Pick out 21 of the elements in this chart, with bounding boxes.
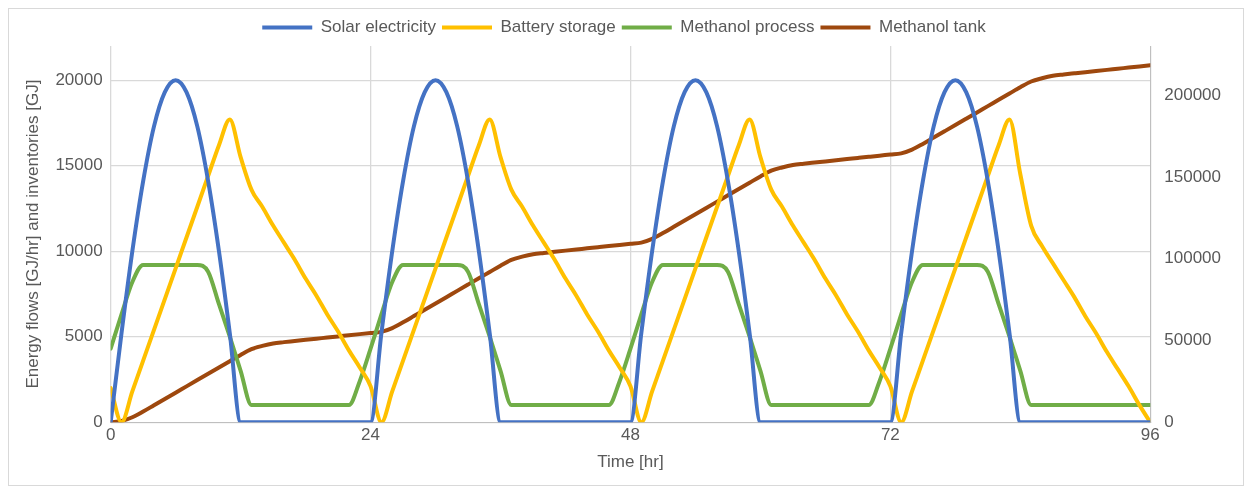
x-tick-label: 72: [880, 425, 900, 445]
x-tick-label: 24: [361, 425, 381, 445]
x-tick-label: 0: [105, 425, 116, 445]
x-tick-label: 96: [1140, 425, 1160, 445]
legend-label: Solar electricity: [320, 17, 437, 37]
y-axis-title: Energy flows [GJ/hr] and inventories [GJ]: [22, 79, 42, 389]
legend-label: Battery storage: [500, 17, 616, 37]
y-tick-label: 10000: [55, 240, 103, 260]
x-axis-title: Time [hr]: [597, 452, 664, 472]
y2-tick-label: 0: [1164, 411, 1174, 431]
y2-tick-label: 150000: [1164, 166, 1222, 186]
legend-label: Methanol process: [680, 17, 815, 37]
y2-tick-label: 100000: [1164, 248, 1222, 268]
y-tick-label: 5000: [64, 326, 103, 346]
y2-tick-label: 50000: [1164, 330, 1212, 350]
y-tick-label: 15000: [55, 155, 103, 175]
y-tick-label: 0: [93, 411, 103, 431]
x-tick-label: 48: [621, 425, 640, 445]
y-tick-label: 20000: [55, 69, 103, 89]
y2-tick-label: 200000: [1164, 84, 1222, 104]
legend-label: Methanol tank: [878, 17, 987, 37]
